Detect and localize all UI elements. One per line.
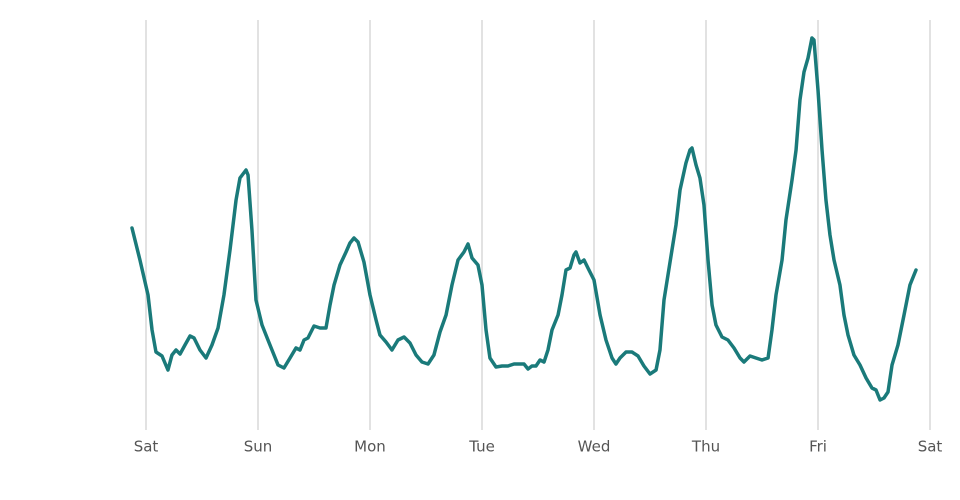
data-line <box>130 36 918 402</box>
x-tick-label: Tue <box>468 438 495 456</box>
x-tick-label: Sat <box>918 438 943 456</box>
x-tick-label: Mon <box>354 438 386 456</box>
x-tick-label: Sat <box>134 438 159 456</box>
x-tick-label: Thu <box>691 438 720 456</box>
x-tick-label: Sun <box>244 438 273 456</box>
x-tick-label: Fri <box>809 438 827 456</box>
x-tick-label: Wed <box>578 438 611 456</box>
